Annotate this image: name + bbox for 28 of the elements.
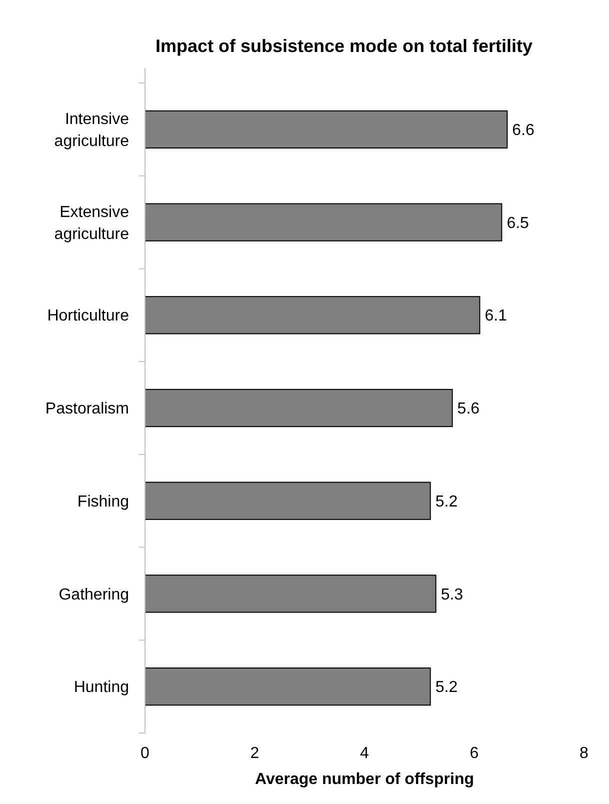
bar (144, 668, 431, 706)
data-label: 5.2 (435, 493, 458, 510)
data-label: 6.1 (484, 308, 508, 325)
y-tick-label: Gathering (58, 586, 129, 604)
bar (144, 574, 436, 613)
bar (144, 482, 431, 520)
x-tick-label: 0 (140, 745, 150, 762)
bar (144, 388, 453, 428)
y-tick-label: Horticulture (47, 308, 130, 325)
bar (144, 110, 508, 148)
data-label: 5.3 (440, 586, 464, 604)
bar (144, 296, 480, 334)
data-label: 6.5 (506, 214, 530, 232)
y-tick-label: Fishing (77, 493, 129, 510)
y-tick-label: Pastoralism (45, 400, 129, 418)
x-tick-label: 2 (250, 745, 260, 762)
data-label: 5.6 (457, 400, 480, 418)
data-label: 6.6 (512, 122, 535, 140)
x-tick-label: 8 (580, 745, 589, 762)
chart-title: Impact of subsistence mode on total fertility (155, 36, 533, 56)
bar (144, 203, 502, 242)
x-axis-title: Average number of offspring (255, 771, 474, 788)
data-label: 5.2 (435, 679, 458, 696)
y-tick-label: Hunting (74, 679, 129, 696)
x-tick-label: 4 (360, 745, 370, 762)
x-tick-label: 6 (470, 745, 479, 762)
y-tick-label: Extensive agriculture (54, 204, 130, 243)
y-tick-label: Intensive agriculture (54, 111, 130, 150)
